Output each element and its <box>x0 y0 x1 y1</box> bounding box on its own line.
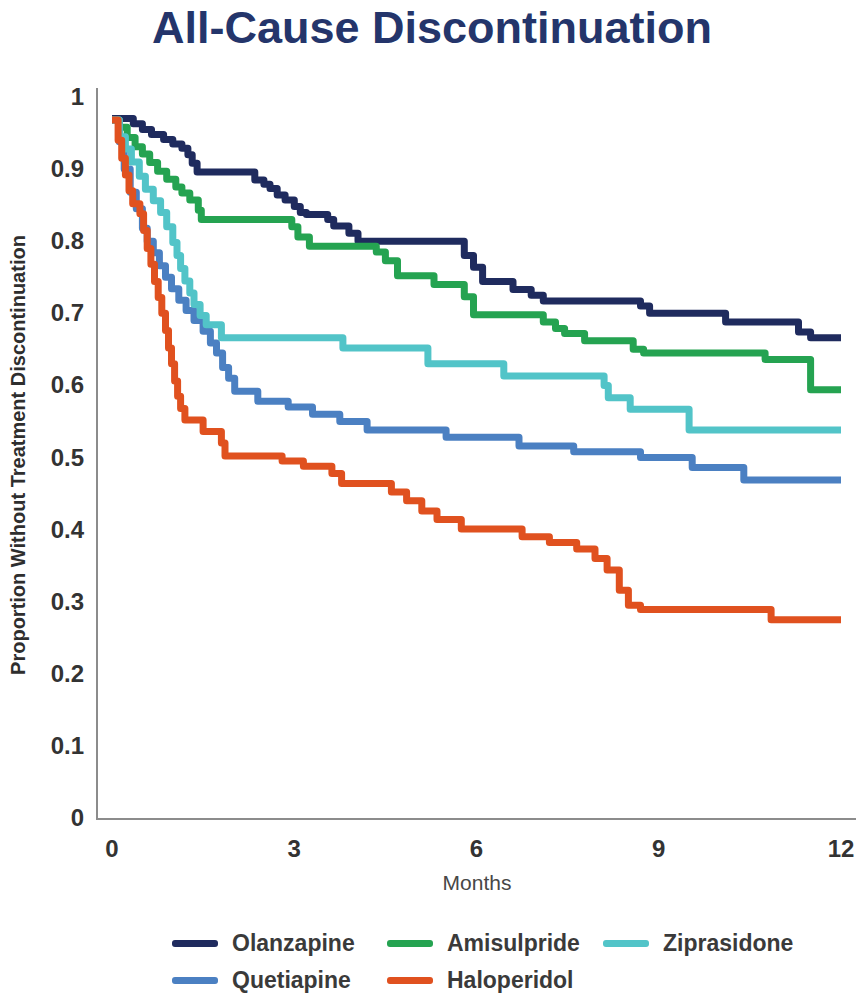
chart-title: All-Cause Discontinuation <box>0 2 864 54</box>
legend-label: Amisulpride <box>447 930 580 957</box>
y-tick-label: 0.3 <box>22 587 84 617</box>
y-tick-label: 0 <box>22 803 84 833</box>
legend-label: Ziprasidone <box>663 930 793 957</box>
y-tick-label: 0.8 <box>22 226 84 256</box>
legend-line-swatch <box>387 940 433 947</box>
y-tick-label: 0.4 <box>22 515 84 545</box>
legend-line-swatch <box>172 977 218 984</box>
plot-area <box>96 88 856 820</box>
legend-line-swatch <box>172 940 218 947</box>
y-tick-label: 0.1 <box>22 731 84 761</box>
y-tick-label: 1 <box>22 82 84 112</box>
x-tick-label: 6 <box>437 834 517 864</box>
legend-item-quetiapine: Quetiapine <box>172 967 351 993</box>
y-tick-label: 0.6 <box>22 370 84 400</box>
legend-item-ziprasidone: Ziprasidone <box>603 930 793 956</box>
legend-item-haloperidol: Haloperidol <box>387 967 574 993</box>
legend-label: Haloperidol <box>447 967 574 994</box>
legend-line-swatch <box>603 940 649 947</box>
y-tick-label: 0.2 <box>22 659 84 689</box>
legend-label: Olanzapine <box>232 930 355 957</box>
x-axis-title: Months <box>377 871 577 895</box>
y-tick-label: 0.7 <box>22 298 84 328</box>
legend-item-olanzapine: Olanzapine <box>172 930 355 956</box>
x-tick-label: 3 <box>254 834 334 864</box>
x-tick-label: 0 <box>72 834 152 864</box>
y-tick-label: 0.9 <box>22 154 84 184</box>
chart-canvas: All-Cause Discontinuation Proportion Wit… <box>0 0 864 1001</box>
legend-label: Quetiapine <box>232 967 351 994</box>
x-tick-label: 9 <box>619 834 699 864</box>
x-tick-label: 12 <box>801 834 864 864</box>
legend-item-amisulpride: Amisulpride <box>387 930 580 956</box>
y-tick-label: 0.5 <box>22 443 84 473</box>
legend-line-swatch <box>387 977 433 984</box>
